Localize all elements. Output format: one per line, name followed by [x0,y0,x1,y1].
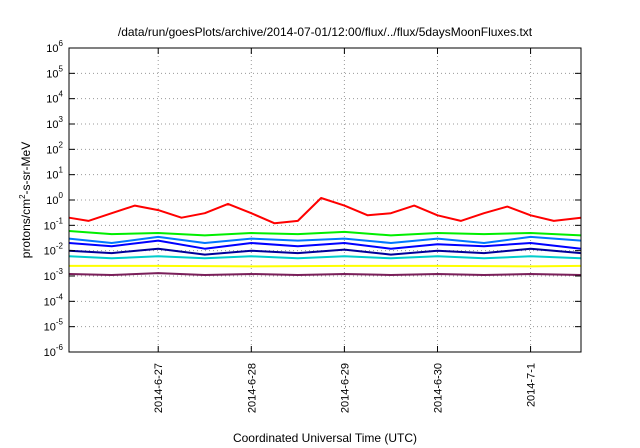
series-line-3 [68,235,582,244]
series-line-7 [68,272,582,276]
y-tick-label: 103 [46,115,63,131]
y-axis-label: protons/cm2-s-sr-MeV [18,142,33,258]
y-tick-label: 104 [46,90,63,106]
y-axis: 10-6 10-5 10-4 10-3 10-2 10-1 100 101 102 103 104 1… [44,39,581,359]
y-tick-label: 10-4 [44,292,64,308]
x-tick-label: 2014-6-30 [432,363,444,413]
series-line-0 [68,197,582,225]
series-line-4 [68,255,582,260]
x-tick-label: 2014-6-27 [153,363,165,413]
y-tick-label: 10-1 [44,216,64,232]
series-line-6 [69,264,582,268]
series-line-2 [68,239,582,250]
y-tick-label: 106 [46,39,63,55]
series-line-1 [68,230,582,237]
y-tick-label: 100 [46,191,63,207]
series-group [68,197,582,276]
x-tick-label: 2014-6-28 [246,363,258,413]
y-tick-label: 10-2 [44,242,64,258]
x-axis-label: Coordinated Universal Time (UTC) [233,431,417,445]
series-line-5 [68,247,582,256]
y-tick-label: 101 [46,166,63,182]
x-tick-label: 2014-6-29 [339,363,351,413]
x-tick-label: 2014-7-1 [526,363,538,407]
y-tick-label: 105 [46,64,63,80]
y-tick-label: 10-5 [44,318,64,334]
y-tick-label: 102 [46,140,63,156]
y-axis-label-group: protons/cm2-s-sr-MeV [18,142,33,258]
y-tick-label: 10-3 [44,267,64,283]
y-tick-label: 10-6 [44,343,64,359]
x-axis: 2014-6-27 2014-6-28 2014-6-29 2014-6-30 2014… [153,48,538,413]
chart-title: /data/run/goesPlots/archive/2014-07-01/1… [118,25,533,39]
